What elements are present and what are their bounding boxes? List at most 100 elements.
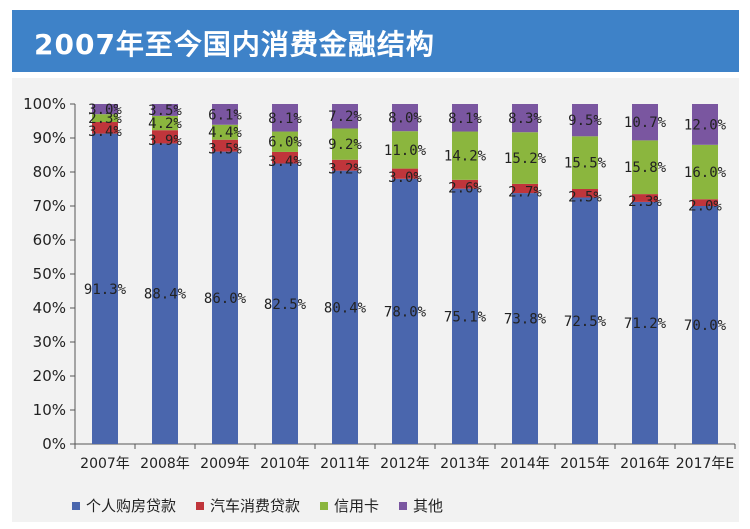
data-label-1: 3.5%: [208, 142, 242, 158]
data-label-1: 3.4%: [268, 154, 302, 170]
bar-segment-2: [392, 131, 418, 169]
bar-segment-1: [572, 189, 598, 198]
bar-segment-2: [632, 140, 658, 195]
bar-segment-3: [692, 104, 718, 145]
data-label-1: 3.4%: [88, 124, 122, 140]
chart-title: 2007年至今国内消费金融结构: [34, 28, 435, 61]
stacked-bar-chart: 0% 10% 20% 30% 40% 50% 60% 70% 80% 90% 100% 2007年 20…: [23, 95, 736, 472]
data-label-0: 73.8%: [504, 312, 547, 328]
bar-segment-0: [572, 197, 598, 444]
bar-segment-3: [452, 104, 478, 132]
x-tick-label: 2009年: [200, 456, 250, 472]
bar-segment-2: [152, 115, 178, 131]
data-label-2: 14.2%: [444, 149, 487, 165]
bar-segment-2: [92, 114, 118, 123]
bar-segment-0: [392, 178, 418, 445]
data-label-2: 6.0%: [268, 135, 302, 151]
data-label-0: 70.0%: [684, 318, 727, 334]
x-tick-label: 2007年: [80, 456, 130, 472]
data-label-1: 2.5%: [568, 189, 602, 205]
bar-segment-0: [212, 151, 238, 444]
bar-segment-1: [512, 183, 538, 194]
data-label-0: 86.0%: [204, 291, 247, 307]
x-tick-label: 2017年E: [676, 456, 734, 472]
x-tick-label: 2011年: [320, 456, 370, 472]
data-label-0: 78.0%: [384, 304, 427, 320]
y-tick-label: 0%: [42, 435, 66, 453]
bar-segment-3: [212, 104, 238, 125]
bar-segment-3: [632, 104, 658, 141]
data-label-2: 9.2%: [328, 137, 362, 153]
y-tick-label: 50%: [33, 265, 66, 283]
bar-segment-2: [452, 131, 478, 180]
bar-segment-3: [392, 104, 418, 132]
bar-segment-3: [572, 104, 598, 137]
legend-label-other: 其他: [413, 497, 444, 515]
bar-segment-3: [152, 104, 178, 116]
legend-item-credit-card: 信用卡: [320, 495, 379, 516]
data-label-0: 88.4%: [144, 287, 187, 303]
y-tick-label: 100%: [23, 95, 66, 113]
bar-segment-2: [512, 132, 538, 184]
data-label-3: 12.0%: [684, 117, 727, 133]
bar-segment-2: [272, 131, 298, 152]
y-tick-label: 10%: [33, 401, 66, 419]
data-label-2: 11.0%: [384, 143, 427, 159]
data-label-3: 10.7%: [624, 115, 667, 131]
data-label-0: 80.4%: [324, 300, 367, 316]
data-label-2: 15.8%: [624, 160, 667, 176]
legend-label-credit-card: 信用卡: [334, 497, 380, 515]
bar-segment-2: [692, 144, 718, 200]
data-label-1: 3.0%: [388, 170, 422, 186]
legend-item-housing: 个人购房贷款: [72, 495, 176, 516]
data-label-3: 8.3%: [508, 111, 542, 127]
data-label-1: 3.2%: [328, 161, 362, 177]
data-label-3: 7.2%: [328, 109, 362, 125]
data-label-0: 71.2%: [624, 316, 667, 332]
bar-segment-1: [332, 159, 358, 171]
bar-segment-2: [212, 124, 238, 140]
bar-segment-1: [152, 130, 178, 144]
bar-segment-1: [692, 199, 718, 206]
title-banner: 2007年至今国内消费金融结构: [12, 10, 739, 72]
bar-segment-0: [632, 201, 658, 444]
legend-label-auto: 汽车消费贷款: [210, 497, 301, 515]
chart-area: 0% 10% 20% 30% 40% 50% 60% 70% 80% 90% 100% 2007年 20…: [12, 78, 739, 522]
bar-segment-3: [92, 104, 118, 115]
bar-segment-1: [92, 122, 118, 134]
x-tick-label: 2016年: [620, 456, 670, 472]
data-label-0: 75.1%: [444, 309, 487, 325]
bar-segment-0: [152, 143, 178, 444]
data-label-2: 16.0%: [684, 165, 727, 181]
bar-segment-3: [512, 104, 538, 133]
data-label-3: 3.0%: [88, 102, 122, 118]
data-label-2: 4.2%: [148, 116, 182, 132]
bar-segment-0: [512, 193, 538, 444]
y-tick-label: 90%: [33, 129, 66, 147]
bar-segment-3: [332, 104, 358, 129]
legend-swatch-other: [399, 501, 408, 510]
y-tick-label: 70%: [33, 197, 66, 215]
data-label-1: 2.3%: [628, 194, 662, 210]
y-tick-label: 40%: [33, 299, 66, 317]
bar-segment-0: [92, 133, 118, 444]
data-label-1: 2.7%: [508, 185, 542, 201]
x-tick-label: 2015年: [560, 456, 610, 472]
data-label-3: 8.1%: [448, 111, 482, 127]
data-label-3: 8.0%: [388, 111, 422, 127]
bar-segment-3: [272, 104, 298, 132]
bar-segment-1: [632, 194, 658, 202]
data-label-3: 3.5%: [148, 103, 182, 119]
data-label-3: 6.1%: [208, 107, 242, 123]
bar-segment-1: [452, 179, 478, 189]
x-tick-label: 2010年: [260, 456, 310, 472]
bar-segment-2: [332, 128, 358, 160]
legend-swatch-housing: [72, 501, 80, 510]
bar-segment-0: [332, 170, 358, 444]
data-label-2: 2.3%: [88, 111, 122, 127]
x-tick-label: 2012年: [380, 456, 430, 472]
x-tick-label: 2008年: [140, 456, 190, 472]
bar-segment-0: [692, 206, 718, 444]
legend-swatch-credit-card: [320, 501, 329, 510]
data-label-0: 91.3%: [84, 282, 127, 298]
